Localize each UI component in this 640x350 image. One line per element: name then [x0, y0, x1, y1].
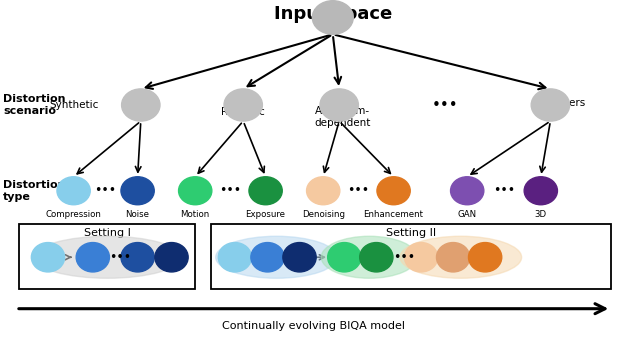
Text: GAN: GAN	[458, 210, 477, 219]
Ellipse shape	[400, 236, 522, 278]
Ellipse shape	[377, 177, 410, 205]
Ellipse shape	[179, 177, 212, 205]
Text: •••: •••	[220, 184, 241, 197]
Ellipse shape	[321, 236, 417, 278]
Text: Others: Others	[550, 98, 586, 108]
Ellipse shape	[216, 236, 337, 278]
Text: Distortion
type: Distortion type	[3, 180, 66, 202]
Ellipse shape	[436, 243, 470, 272]
Ellipse shape	[121, 243, 154, 272]
Text: Noise: Noise	[125, 210, 150, 219]
Text: Compression: Compression	[45, 210, 102, 219]
Text: Continually evolving BIQA model: Continually evolving BIQA model	[222, 321, 405, 331]
Ellipse shape	[404, 243, 438, 272]
Text: Synthetic: Synthetic	[50, 100, 99, 110]
Text: Motion: Motion	[180, 210, 210, 219]
Ellipse shape	[76, 243, 109, 272]
Ellipse shape	[320, 89, 358, 121]
Ellipse shape	[524, 177, 557, 205]
Text: Denoising: Denoising	[301, 210, 345, 219]
Ellipse shape	[57, 177, 90, 205]
Ellipse shape	[283, 243, 316, 272]
Ellipse shape	[307, 177, 340, 205]
Text: Setting I: Setting I	[84, 228, 131, 238]
Ellipse shape	[31, 243, 65, 272]
Ellipse shape	[312, 1, 353, 34]
Text: •••: •••	[95, 184, 116, 197]
Text: Setting II: Setting II	[386, 228, 436, 238]
Ellipse shape	[531, 89, 570, 121]
Ellipse shape	[34, 236, 181, 278]
Text: Exposure: Exposure	[246, 210, 285, 219]
Ellipse shape	[122, 89, 160, 121]
FancyBboxPatch shape	[211, 224, 611, 289]
Text: Input space: Input space	[274, 5, 392, 23]
Text: •••: •••	[493, 184, 515, 197]
Text: •••: •••	[109, 251, 131, 264]
Text: •••: •••	[394, 251, 415, 264]
Ellipse shape	[224, 89, 262, 121]
Text: Algorithm-
dependent: Algorithm- dependent	[314, 106, 371, 128]
Text: •••: •••	[348, 184, 369, 197]
Ellipse shape	[155, 243, 188, 272]
Text: 3D: 3D	[535, 210, 547, 219]
Ellipse shape	[218, 243, 252, 272]
Text: Enhancement: Enhancement	[364, 210, 424, 219]
Text: Realistic: Realistic	[221, 107, 265, 117]
Ellipse shape	[121, 177, 154, 205]
FancyBboxPatch shape	[19, 224, 195, 289]
Ellipse shape	[360, 243, 393, 272]
Ellipse shape	[451, 177, 484, 205]
Ellipse shape	[468, 243, 502, 272]
Ellipse shape	[251, 243, 284, 272]
Text: Distortion
scenario: Distortion scenario	[3, 94, 66, 116]
Text: •••: •••	[431, 98, 458, 112]
Ellipse shape	[249, 177, 282, 205]
Ellipse shape	[328, 243, 361, 272]
